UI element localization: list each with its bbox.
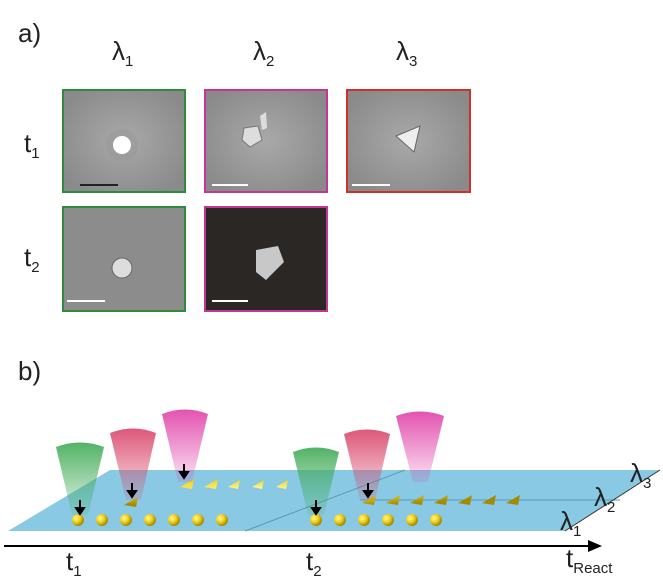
micrograph [205,207,327,311]
column-header: λ3 [396,36,417,70]
subscript: 1 [31,145,39,162]
symbol: λ [594,482,607,512]
time-label: t1 [66,546,82,579]
subscript: 1 [573,523,581,540]
symbol: λ [630,458,643,488]
symbol: λ [112,36,125,66]
time-label: t2 [306,546,322,579]
row-header: t1 [24,128,40,162]
subscript: 2 [313,563,321,579]
symbol: λ [560,506,573,536]
subscript: 2 [266,53,274,70]
subscript: 3 [643,475,651,492]
micrograph [347,90,470,192]
subscript: 1 [125,53,133,70]
subscript: 2 [31,259,39,276]
panel-label: a) [18,18,41,48]
subscript: React [573,560,613,577]
column-header: λ2 [253,36,274,70]
row-header: t2 [24,242,40,276]
symbol: λ [396,36,409,66]
subscript: 2 [607,499,615,516]
micrograph [205,90,327,192]
time-axis [4,540,602,552]
micrograph [63,207,185,311]
figure: a) λ1 λ2 λ3 t1 t2 b) [0,0,663,579]
symbol: λ [253,36,266,66]
micrograph [63,90,185,192]
subscript: 3 [409,53,417,70]
column-header: λ1 [112,36,133,70]
subscript: 1 [73,563,81,579]
panel-label: b) [18,356,41,386]
plane-label: λ3 [630,458,651,492]
